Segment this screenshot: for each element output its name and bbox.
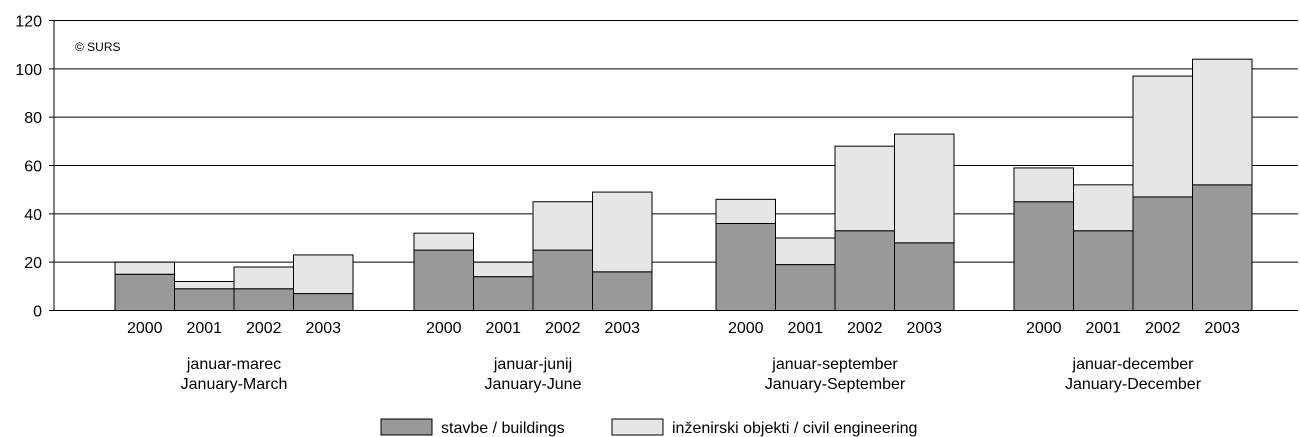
bar-segment	[592, 271, 653, 312]
group-label: januar-december	[1072, 356, 1195, 373]
legend-swatch	[611, 418, 664, 436]
bar-segment	[1132, 196, 1193, 312]
legend-swatch	[380, 418, 433, 436]
year-label: 2001	[186, 320, 222, 337]
year-label: 2003	[604, 320, 640, 337]
group-label: January-September	[765, 376, 906, 393]
bar-segment	[592, 191, 653, 273]
bar-segment	[1013, 167, 1074, 203]
year-label: 2000	[426, 320, 462, 337]
bar-segment	[114, 273, 175, 311]
bar-segment	[532, 201, 593, 251]
group-label: January-March	[181, 376, 288, 393]
bar-segment	[715, 198, 776, 224]
bar-segment	[1073, 230, 1134, 311]
gridlines	[54, 20, 1298, 311]
bar-segment	[174, 288, 235, 311]
bar-segment	[473, 261, 534, 278]
y-tick-label: 40	[24, 207, 42, 224]
year-label: 2001	[485, 320, 521, 337]
y-tick-label: 60	[24, 159, 42, 176]
x-axis-labels: 2000 2001 2002 2003 januar-marec January-Marc…	[127, 320, 1240, 393]
copyright-text: © SURS	[75, 40, 121, 54]
year-label: 2003	[305, 320, 341, 337]
group-label: januar-marec	[186, 356, 281, 373]
bar-segment	[894, 133, 955, 244]
year-label: 2001	[1085, 320, 1121, 337]
bar-segment	[1132, 75, 1193, 198]
y-tick-label: 20	[24, 255, 42, 272]
bar-segment	[1073, 184, 1134, 232]
y-tick-label: 80	[24, 110, 42, 127]
group-label: January-December	[1065, 376, 1202, 393]
bar-segment	[1192, 58, 1253, 186]
bar-segment	[532, 249, 593, 311]
group-label: januar-junij	[493, 356, 572, 373]
year-label: 2002	[246, 320, 282, 337]
year-label: 2000	[1026, 320, 1062, 337]
bar-segment	[715, 223, 776, 311]
y-tick-label: 0	[33, 304, 42, 321]
bar-segment	[413, 249, 474, 311]
y-tick-label: 120	[15, 14, 42, 31]
bar-segment	[834, 145, 895, 232]
bar-segment	[894, 242, 955, 311]
bar-segment	[775, 264, 836, 312]
year-label: 2003	[906, 320, 942, 337]
bar-segment	[174, 281, 235, 290]
legend-label: inženirski objekti / civil engineering	[672, 420, 917, 437]
year-label: 2000	[728, 320, 764, 337]
bar-segment	[775, 237, 836, 266]
bar-segment	[1192, 184, 1253, 311]
bar-segment	[233, 288, 294, 311]
legend-label: stavbe / buildings	[441, 420, 565, 437]
bar-segment	[1013, 201, 1074, 311]
group-label: januar-september	[771, 356, 898, 373]
year-label: 2003	[1204, 320, 1240, 337]
y-tick-label: 100	[15, 62, 42, 79]
year-label: 2002	[545, 320, 581, 337]
year-label: 2002	[847, 320, 883, 337]
bar-segment	[293, 293, 354, 312]
legend: stavbe / buildings inženirski objekti / c…	[380, 418, 917, 437]
year-label: 2001	[787, 320, 823, 337]
bar-segment	[834, 230, 895, 311]
bar-segment	[473, 276, 534, 311]
bar-segment	[233, 266, 294, 290]
bar-segment	[413, 232, 474, 251]
bar-segment	[114, 261, 175, 275]
year-label: 2002	[1145, 320, 1181, 337]
year-label: 2000	[127, 320, 163, 337]
bars	[114, 58, 1253, 312]
y-axis: 0 20 40 60 80 100 120	[15, 14, 55, 321]
group-label: January-June	[485, 376, 582, 393]
bar-segment	[293, 254, 354, 295]
